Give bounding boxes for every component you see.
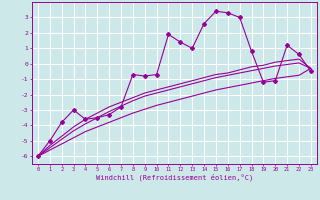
X-axis label: Windchill (Refroidissement éolien,°C): Windchill (Refroidissement éolien,°C) — [96, 174, 253, 181]
